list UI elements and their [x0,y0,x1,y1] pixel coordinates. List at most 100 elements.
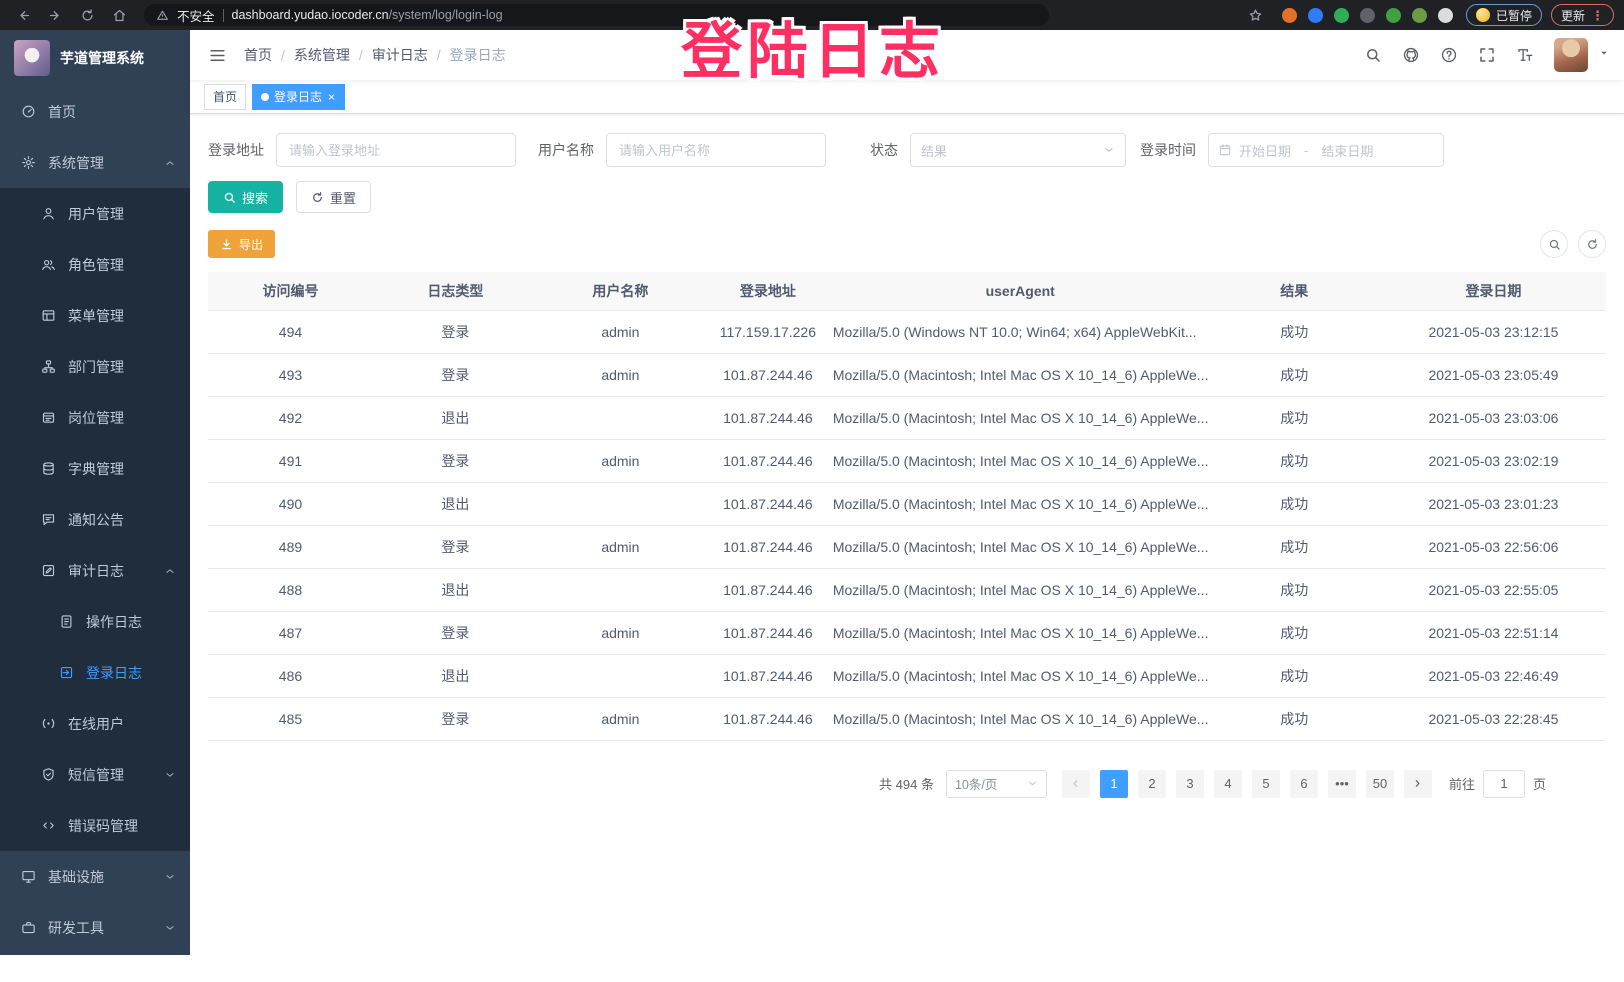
sidebar-item[interactable]: 基础设施 [0,851,190,902]
sidebar-item[interactable]: 审计日志 [0,545,190,596]
cell-log-type: 登录 [372,525,538,569]
sidebar-item[interactable]: 研发工具 [0,902,190,953]
help-icon[interactable] [1434,40,1464,70]
page-button[interactable]: 6 [1289,769,1318,798]
chevron-icon [164,769,176,781]
goto-page-input[interactable] [1482,769,1525,798]
page-button[interactable]: 4 [1213,769,1242,798]
table-row[interactable]: 494 登录 admin 117.159.17.226 Mozilla/5.0 … [208,310,1606,354]
cell-date: 2021-05-03 23:12:15 [1380,310,1606,354]
cell-ip: 101.87.244.46 [702,439,833,483]
browser-extension-icon[interactable] [1281,7,1297,23]
breadcrumb-separator: / [436,47,441,63]
address-input[interactable] [276,133,516,167]
tag-item[interactable]: 登录日志 × [252,83,346,110]
sidebar-item[interactable]: 系统管理 [0,137,190,188]
cell-id: 489 [208,525,373,569]
browser-extension-icon[interactable] [1359,7,1375,23]
sidebar-item[interactable]: 在线用户 [0,698,190,749]
table-row[interactable]: 493 登录 admin 101.87.244.46 Mozilla/5.0 (… [208,353,1606,397]
table-row[interactable]: 492 退出 101.87.244.46 Mozilla/5.0 (Macint… [208,396,1606,440]
sidebar-item[interactable]: 岗位管理 [0,392,190,443]
update-button[interactable]: 更新 ⋮ [1550,4,1614,26]
tag-item[interactable]: 首页 [204,83,247,110]
paused-badge[interactable]: 已暂停 [1465,4,1542,26]
sidebar-item[interactable]: 首页 [0,86,190,137]
sidebar-item[interactable]: 用户管理 [0,188,190,239]
status-select[interactable]: 结果 [910,133,1126,167]
table-row[interactable]: 488 退出 101.87.244.46 Mozilla/5.0 (Macint… [208,568,1606,612]
table-row[interactable]: 491 登录 admin 101.87.244.46 Mozilla/5.0 (… [208,439,1606,483]
select-arrow-icon [1105,148,1113,153]
bookmark-star-icon[interactable] [1243,3,1269,27]
date-range-picker[interactable]: 开始日期 - 结束日期 [1208,133,1444,167]
sidebar-item[interactable]: 菜单管理 [0,290,190,341]
fullscreen-icon[interactable] [1472,40,1502,70]
user-avatar[interactable] [1554,38,1588,72]
goto-label: 前往 [1448,777,1475,792]
search-icon[interactable] [1358,40,1388,70]
reset-button[interactable]: 重置 [296,181,372,213]
table-row[interactable]: 487 登录 admin 101.87.244.46 Mozilla/5.0 (… [208,611,1606,655]
export-button[interactable]: 导出 [208,230,276,258]
browser-extension-icon[interactable] [1333,7,1349,23]
reload-icon[interactable] [74,3,100,27]
caret-down-icon[interactable] [1598,46,1610,64]
page-button[interactable]: 2 [1137,769,1166,798]
browser-extension-icon[interactable] [1437,7,1453,23]
home-icon[interactable] [106,3,132,27]
browser-extension-icon[interactable] [1307,7,1323,23]
total-count: 共 494 条 [879,777,934,792]
page-button[interactable]: ••• [1327,769,1356,798]
sidebar-item[interactable]: 字典管理 [0,443,190,494]
cell-username: admin [537,611,703,655]
browser-extension-icon[interactable] [1385,7,1401,23]
github-icon[interactable] [1396,40,1426,70]
close-icon[interactable]: × [328,89,336,104]
forward-icon[interactable] [42,3,68,27]
table-row[interactable]: 485 登录 admin 101.87.244.46 Mozilla/5.0 (… [208,697,1606,741]
sidebar-item-icon [40,359,56,375]
app-logo-row[interactable]: 芋道管理系统 [0,30,190,86]
username-input[interactable] [606,133,826,167]
browser-menu-icon[interactable]: ⋮ [1591,7,1604,23]
page-size-select[interactable]: 10条/页 [945,769,1047,798]
next-page-button[interactable] [1403,769,1432,798]
refresh-table-button[interactable] [1578,230,1606,258]
browser-toolbar: 不安全 dashboard.yudao.iocoder.cn/system/lo… [0,0,1624,30]
breadcrumb-item[interactable]: 审计日志 [371,47,428,63]
sidebar-item[interactable]: 短信管理 [0,749,190,800]
cell-date: 2021-05-03 22:56:06 [1380,525,1606,569]
sidebar-item[interactable]: 部门管理 [0,341,190,392]
sidebar-item[interactable]: 角色管理 [0,239,190,290]
table-row[interactable]: 490 退出 101.87.244.46 Mozilla/5.0 (Macint… [208,482,1606,526]
page-button[interactable]: 3 [1175,769,1204,798]
toggle-search-button[interactable] [1540,230,1568,258]
cell-date: 2021-05-03 22:55:05 [1380,568,1606,612]
breadcrumb-item[interactable]: 系统管理 [293,47,350,63]
sidebar-item[interactable]: 错误码管理 [0,800,190,851]
table-row[interactable]: 489 登录 admin 101.87.244.46 Mozilla/5.0 (… [208,525,1606,569]
browser-extension-icon[interactable] [1411,7,1427,23]
sidebar-item[interactable]: 登录日志 [0,647,190,698]
search-button[interactable]: 搜索 [208,181,284,213]
back-icon[interactable] [10,3,36,27]
page-button[interactable]: 50 [1365,769,1394,798]
prev-page-button[interactable] [1061,769,1090,798]
page-button[interactable]: 5 [1251,769,1280,798]
cell-log-type: 登录 [372,439,538,483]
cell-result: 成功 [1207,439,1381,483]
font-size-icon[interactable] [1510,40,1540,70]
cell-id: 488 [208,568,373,612]
table-row[interactable]: 486 退出 101.87.244.46 Mozilla/5.0 (Macint… [208,654,1606,698]
hamburger-icon[interactable] [204,42,230,68]
breadcrumb-item[interactable]: 登录日志 [449,47,506,63]
address-bar[interactable]: 不安全 dashboard.yudao.iocoder.cn/system/lo… [144,4,1049,26]
sidebar-item[interactable]: 通知公告 [0,494,190,545]
cell-user-agent: Mozilla/5.0 (Macintosh; Intel Mac OS X 1… [832,525,1208,569]
cell-username: admin [537,439,703,483]
breadcrumb-item[interactable]: 首页 [244,47,272,63]
sidebar-item[interactable]: 操作日志 [0,596,190,647]
page-button[interactable]: 1 [1099,769,1128,798]
